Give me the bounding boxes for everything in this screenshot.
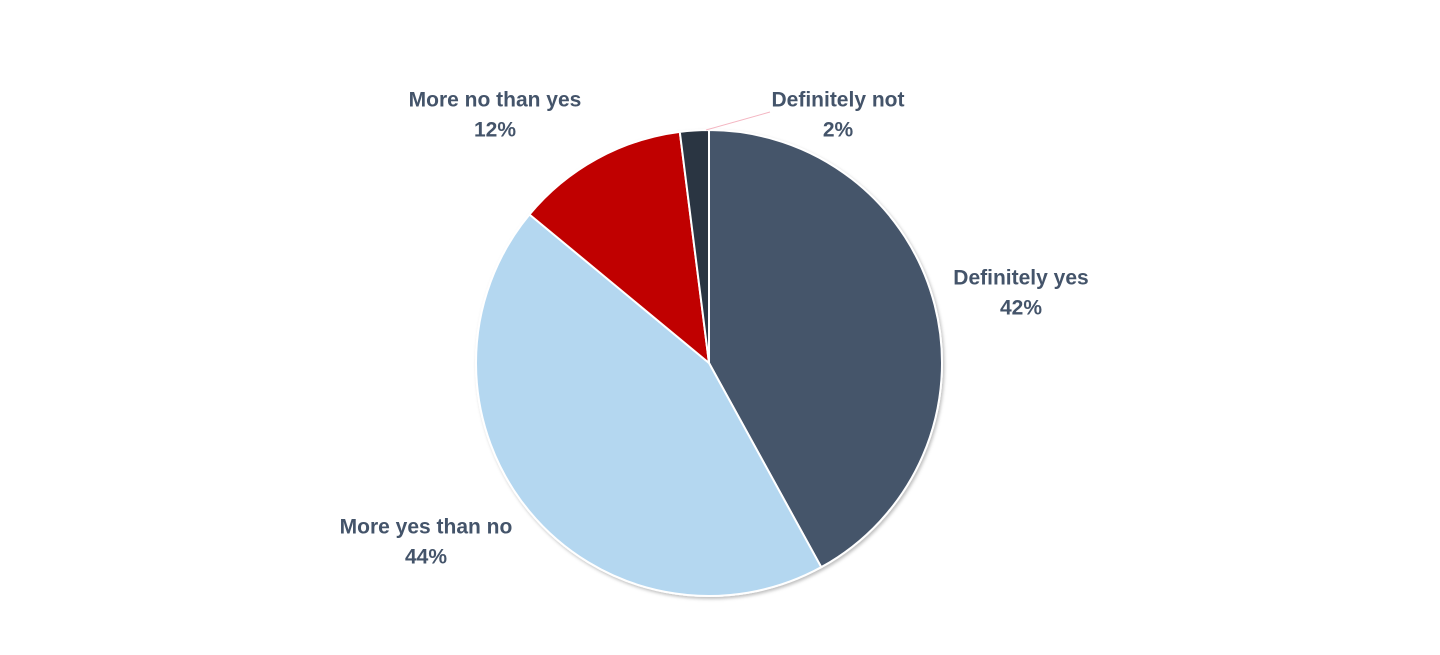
pie-slice-more-yes-than-no <box>475 213 823 597</box>
pie-slice-definitely-yes <box>708 128 943 569</box>
slice-label-value: 12% <box>474 119 516 142</box>
leader-line-definitely-not <box>705 111 771 131</box>
slice-label-name: More no than yes <box>409 89 582 112</box>
pie-slices <box>475 128 943 597</box>
pie-slice-more-no-than-yes <box>528 130 711 366</box>
slice-label-name: Definitely yes <box>953 267 1088 290</box>
slice-label-value: 44% <box>405 546 447 569</box>
data-label-more-no-than-yes: More no than yes 12% <box>409 89 582 142</box>
data-label-definitely-yes: Definitely yes 42% <box>953 267 1088 320</box>
pie-slice-definitely-not <box>678 128 710 364</box>
slice-label-value: 2% <box>823 119 854 142</box>
slice-label-name: More yes than no <box>340 516 513 539</box>
slice-label-value: 42% <box>1000 297 1042 320</box>
data-label-definitely-not: Definitely not 2% <box>771 89 904 142</box>
slice-label-name: Definitely not <box>771 89 904 112</box>
data-label-more-yes-than-no: More yes than no 44% <box>340 516 513 569</box>
label-leader-lines <box>705 111 771 131</box>
